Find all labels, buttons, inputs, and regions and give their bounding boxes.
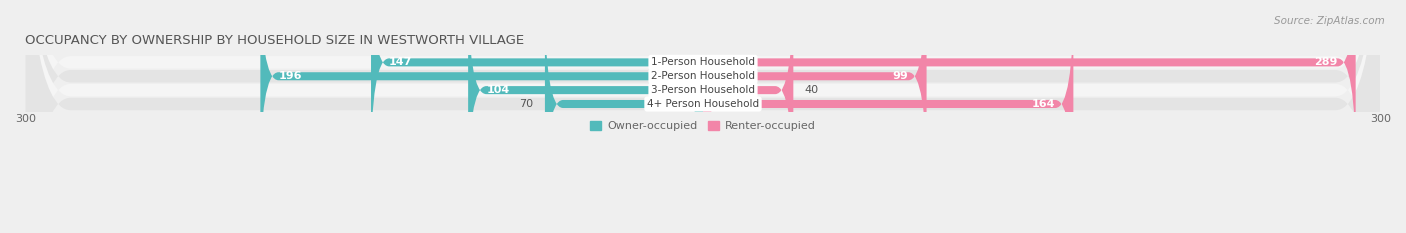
Text: 70: 70 bbox=[519, 99, 534, 109]
Text: 147: 147 bbox=[389, 57, 412, 67]
FancyBboxPatch shape bbox=[468, 0, 703, 197]
FancyBboxPatch shape bbox=[25, 0, 1381, 233]
FancyBboxPatch shape bbox=[546, 0, 703, 211]
Text: 289: 289 bbox=[1315, 57, 1337, 67]
Text: 3-Person Household: 3-Person Household bbox=[651, 85, 755, 95]
Text: 4+ Person Household: 4+ Person Household bbox=[647, 99, 759, 109]
FancyBboxPatch shape bbox=[25, 0, 1381, 233]
Text: 2-Person Household: 2-Person Household bbox=[651, 71, 755, 81]
FancyBboxPatch shape bbox=[260, 0, 703, 183]
Text: 99: 99 bbox=[893, 71, 908, 81]
FancyBboxPatch shape bbox=[703, 0, 793, 197]
FancyBboxPatch shape bbox=[371, 0, 703, 169]
Text: 196: 196 bbox=[278, 71, 302, 81]
FancyBboxPatch shape bbox=[703, 0, 1073, 211]
Text: 104: 104 bbox=[486, 85, 509, 95]
Text: 1-Person Household: 1-Person Household bbox=[651, 57, 755, 67]
Text: 164: 164 bbox=[1032, 99, 1056, 109]
Text: OCCUPANCY BY OWNERSHIP BY HOUSEHOLD SIZE IN WESTWORTH VILLAGE: OCCUPANCY BY OWNERSHIP BY HOUSEHOLD SIZE… bbox=[25, 34, 524, 47]
FancyBboxPatch shape bbox=[25, 0, 1381, 233]
FancyBboxPatch shape bbox=[25, 0, 1381, 233]
FancyBboxPatch shape bbox=[703, 0, 927, 183]
Text: 40: 40 bbox=[804, 85, 818, 95]
Legend: Owner-occupied, Renter-occupied: Owner-occupied, Renter-occupied bbox=[586, 116, 820, 136]
FancyBboxPatch shape bbox=[703, 0, 1355, 169]
Text: Source: ZipAtlas.com: Source: ZipAtlas.com bbox=[1274, 16, 1385, 26]
